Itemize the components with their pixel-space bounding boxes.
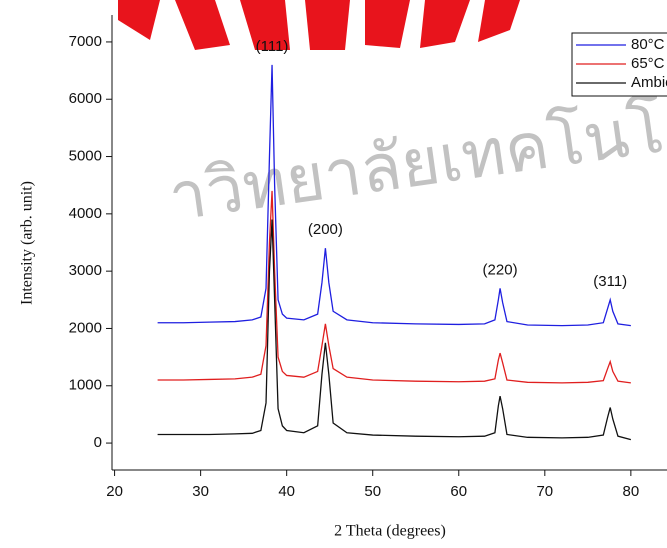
y-tick-label: 5000 <box>69 148 102 165</box>
x-tick-label: 50 <box>364 483 381 500</box>
series-line <box>157 64 631 327</box>
y-tick-label: 2000 <box>69 319 102 336</box>
x-tick-label: 20 <box>106 483 123 500</box>
x-tick-label: 80 <box>623 483 640 500</box>
series-line <box>157 190 631 384</box>
peak-annotation: (220) <box>483 261 518 278</box>
y-tick-label: 4000 <box>69 205 102 222</box>
x-axis-label: 2 Theta (degrees) <box>334 523 446 540</box>
x-tick-label: 60 <box>450 483 467 500</box>
y-tick-label: 3000 <box>69 262 102 279</box>
y-tick-label: 1000 <box>69 377 102 394</box>
peak-annotation: (200) <box>308 221 343 238</box>
x-tick-label: 40 <box>278 483 295 500</box>
legend-label: Ambient <box>631 74 667 91</box>
peak-annotation: (111) <box>256 38 289 55</box>
y-tick-label: 0 <box>94 434 102 451</box>
watermark-shapes <box>118 0 520 50</box>
series-line <box>157 219 632 441</box>
y-tick-label: 7000 <box>69 33 102 50</box>
y-tick-label: 6000 <box>69 90 102 107</box>
peak-annotation: (311) <box>593 273 627 290</box>
x-tick-label: 30 <box>192 483 209 500</box>
legend-label: 80°C <box>631 36 665 53</box>
legend-label: 65°C <box>631 55 665 72</box>
x-tick-label: 70 <box>536 483 553 500</box>
y-axis-label: Intensity (arb. unit) <box>19 181 36 305</box>
